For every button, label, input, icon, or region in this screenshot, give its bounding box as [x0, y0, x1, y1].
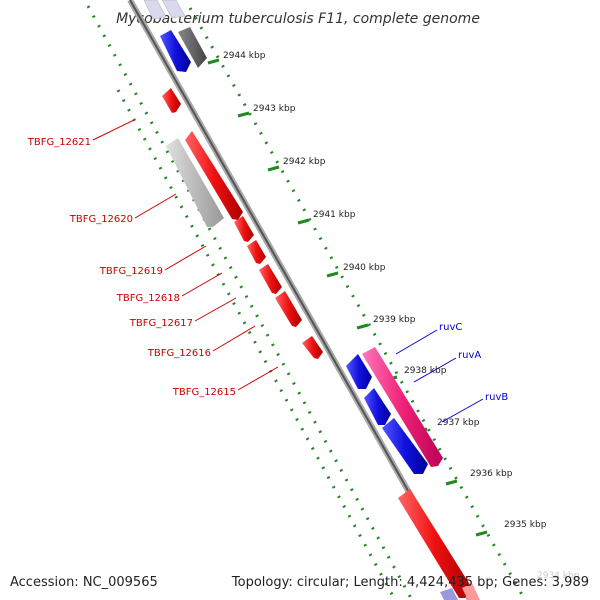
- gene-label-12617[interactable]: TBFG_12617: [129, 318, 193, 329]
- gene-feature-blue-ruvB[interactable]: [382, 418, 428, 474]
- gene-feature-dark-top[interactable]: [178, 27, 207, 68]
- kbp-label-2937: 2937 kbp: [437, 418, 480, 428]
- inner-left-dotted-track: [116, 89, 397, 600]
- map-title: Mycobacterium tuberculosis F11, complete…: [116, 11, 480, 27]
- gene-label-12615[interactable]: TBFG_12615: [172, 387, 236, 398]
- gene-feature-red-12616[interactable]: [302, 336, 323, 359]
- gene-feature-red-12617a[interactable]: [259, 264, 282, 294]
- gene-label-12618[interactable]: TBFG_12618: [116, 293, 180, 304]
- gene-label-ruvB[interactable]: ruvB: [485, 392, 508, 403]
- right-gene-labels: ruvC ruvA ruvB: [439, 322, 508, 403]
- kbp-label-2940: 2940 kbp: [343, 263, 386, 273]
- gene-feature-blue-top[interactable]: [160, 30, 191, 72]
- gene-label-12620[interactable]: TBFG_12620: [69, 214, 133, 225]
- right-label-lines: [395, 329, 484, 423]
- kbp-labels: 2944 kbp 2943 kbp 2942 kbp 2941 kbp 2940…: [223, 51, 580, 581]
- gene-feature-red-12617b[interactable]: [275, 291, 302, 327]
- kbp-label-2939: 2939 kbp: [373, 315, 416, 325]
- gene-feature-blue-ruvC[interactable]: [346, 354, 372, 389]
- gene-feature-top-pale-right[interactable]: [161, 0, 186, 19]
- gene-feature-grey-12620[interactable]: [166, 138, 224, 227]
- genome-summary-text: Topology: circular; Length: 4,424,435 bp…: [231, 575, 589, 590]
- kbp-label-2936: 2936 kbp: [470, 469, 513, 479]
- gene-feature-red-small[interactable]: [162, 88, 181, 113]
- left-label-lines: [92, 119, 279, 391]
- kbp-label-2938: 2938 kbp: [404, 366, 447, 376]
- gene-feature-red-12619[interactable]: [234, 216, 254, 242]
- kbp-label-2934-faded: 2934 kbp: [537, 571, 580, 581]
- gene-label-12619[interactable]: TBFG_12619: [99, 266, 163, 277]
- left-gene-labels: TBFG_12621 TBFG_12620 TBFG_12619 TBFG_12…: [27, 137, 236, 398]
- gene-feature-top-pale-left[interactable]: [143, 0, 167, 20]
- right-dotted-track: [188, 7, 527, 600]
- gene-feature-pink-highlight[interactable]: [362, 347, 443, 467]
- kbp-label-2935: 2935 kbp: [504, 520, 547, 530]
- accession-text: Accession: NC_009565: [10, 575, 158, 590]
- gene-features: [143, 0, 480, 600]
- kbp-label-2944: 2944 kbp: [223, 51, 266, 61]
- gene-feature-red-bottom-1[interactable]: [398, 489, 472, 598]
- kbp-label-2943: 2943 kbp: [253, 104, 296, 114]
- gene-feature-red-bottom-2[interactable]: [462, 583, 480, 600]
- gene-label-ruvC[interactable]: ruvC: [439, 322, 462, 333]
- gene-label-12621[interactable]: TBFG_12621: [27, 137, 91, 148]
- gene-feature-red-12618[interactable]: [247, 240, 266, 264]
- gene-label-12616[interactable]: TBFG_12616: [147, 348, 211, 359]
- kbp-label-2942: 2942 kbp: [283, 157, 326, 167]
- gene-feature-red-long[interactable]: [185, 131, 243, 220]
- gene-feature-blue-bottom[interactable]: [440, 588, 458, 600]
- gene-label-ruvA[interactable]: ruvA: [458, 350, 481, 361]
- kbp-ticks: [207, 58, 488, 537]
- gene-feature-blue-ruvA[interactable]: [364, 388, 391, 425]
- kbp-label-2941: 2941 kbp: [313, 210, 356, 220]
